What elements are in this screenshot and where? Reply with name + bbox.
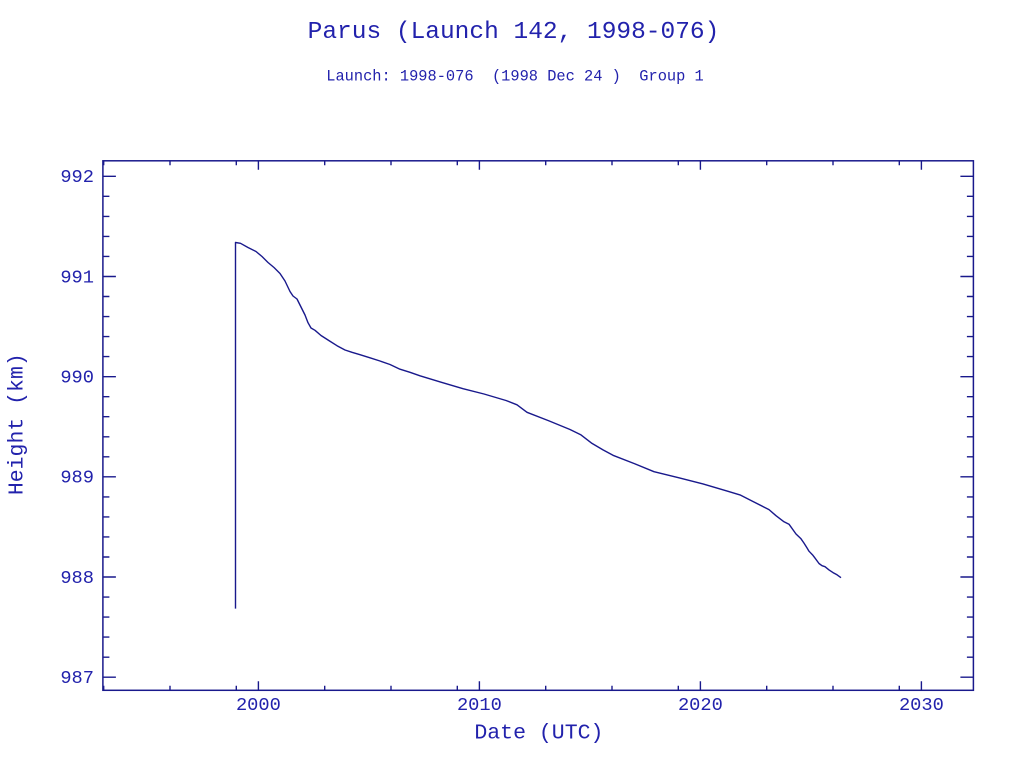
svg-text:2010: 2010 <box>457 694 502 716</box>
svg-text:992: 992 <box>60 166 94 188</box>
svg-text:990: 990 <box>60 367 94 389</box>
svg-text:989: 989 <box>60 467 94 489</box>
svg-text:991: 991 <box>60 266 94 288</box>
svg-text:Parus (Launch 142, 1998-076): Parus (Launch 142, 1998-076) <box>308 19 720 46</box>
svg-text:2020: 2020 <box>678 694 723 716</box>
svg-text:987: 987 <box>60 667 94 689</box>
svg-text:Height (km): Height (km) <box>6 353 30 495</box>
svg-text:Launch: 1998-076 (1998 Dec 24: Launch: 1998-076 (1998 Dec 24 ) Group 1 <box>326 67 704 85</box>
svg-text:2000: 2000 <box>236 694 281 716</box>
svg-text:2030: 2030 <box>899 694 944 716</box>
svg-text:Date (UTC): Date (UTC) <box>474 722 603 746</box>
svg-text:988: 988 <box>60 567 94 589</box>
